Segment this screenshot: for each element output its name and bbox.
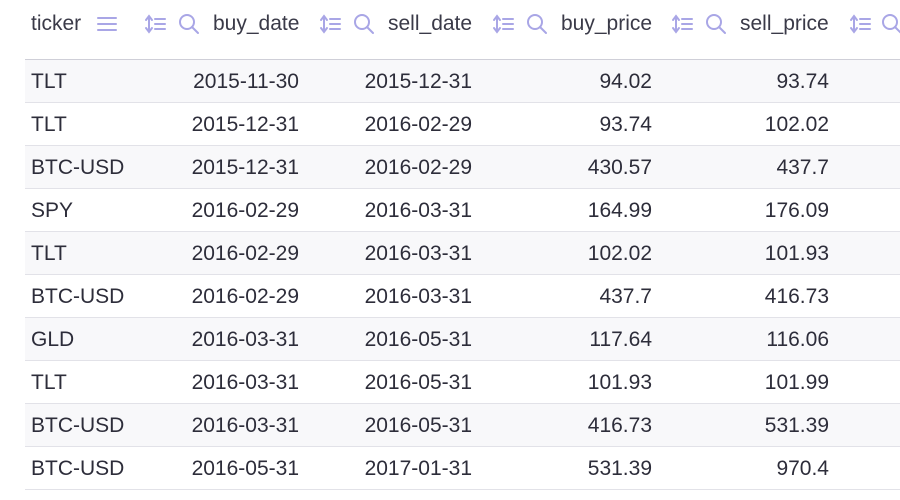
cell-buy-price: 101.93: [587, 371, 652, 394]
grid-body: TLT 2015-11-30 2015-12-31 94.02 93.74 TLT 2015…: [25, 59, 900, 490]
column-header-sell-price[interactable]: sell_price: [740, 0, 829, 48]
cell-sell-date: 2015-12-31: [364, 70, 472, 93]
cell-buy-date: 2016-02-29: [191, 242, 299, 265]
cell-sell-date: 2016-05-31: [364, 414, 472, 437]
cell-sell-price: 93.74: [776, 70, 829, 93]
cell-buy-date: 2015-12-31: [191, 113, 299, 136]
cell-buy-price: 437.7: [599, 285, 652, 308]
search-icon[interactable]: [879, 12, 900, 36]
cell-sell-price: 970.4: [776, 457, 829, 480]
table-row[interactable]: TLT 2015-11-30 2015-12-31 94.02 93.74: [25, 60, 900, 103]
cell-ticker: BTC-USD: [31, 285, 125, 308]
cell-sell-price: 102.02: [764, 113, 829, 136]
cell-sell-price: 116.06: [766, 328, 829, 351]
cell-buy-date: 2016-03-31: [191, 371, 299, 394]
cell-buy-date: 2016-02-29: [191, 199, 299, 222]
cell-sell-date: 2016-03-31: [364, 199, 472, 222]
table-row[interactable]: BTC-USD 2015-12-31 2016-02-29 430.57 437.7: [25, 146, 900, 189]
cell-ticker: TLT: [31, 113, 67, 136]
column-header-label: sell_date: [388, 12, 473, 35]
cell-buy-date: 2016-03-31: [191, 328, 299, 351]
cell-buy-date: 2016-05-31: [191, 457, 299, 480]
cell-ticker: SPY: [31, 199, 74, 222]
cell-buy-date: 2015-12-31: [191, 156, 299, 179]
cell-sell-date: 2016-03-31: [364, 285, 472, 308]
cell-buy-price: 531.39: [587, 457, 652, 480]
column-header-label: sell_price: [740, 12, 829, 35]
cell-sell-date: 2017-01-31: [364, 457, 472, 480]
sort-icon[interactable]: [847, 12, 873, 36]
grid-header: ticker buy_date sell_date: [0, 0, 900, 50]
cell-sell-date: 2016-05-31: [364, 371, 472, 394]
cell-sell-date: 2016-02-29: [364, 156, 472, 179]
search-icon[interactable]: [351, 12, 377, 36]
search-icon[interactable]: [176, 12, 202, 36]
cell-sell-price: 437.7: [776, 156, 829, 179]
cell-buy-price: 416.73: [587, 414, 652, 437]
column-header-sell-date[interactable]: sell_date: [388, 0, 472, 48]
table-row[interactable]: TLT 2016-02-29 2016-03-31 102.02 101.93: [25, 232, 900, 275]
cell-ticker: TLT: [31, 371, 67, 394]
cell-ticker: TLT: [31, 242, 67, 265]
cell-buy-date: 2016-02-29: [191, 285, 299, 308]
column-header-ticker[interactable]: ticker: [31, 0, 81, 48]
cell-ticker: BTC-USD: [31, 414, 125, 437]
cell-buy-date: 2016-03-31: [191, 414, 299, 437]
search-icon[interactable]: [703, 12, 729, 36]
cell-sell-price: 101.99: [764, 371, 829, 394]
cell-buy-price: 94.02: [599, 70, 652, 93]
sort-icon[interactable]: [669, 12, 695, 36]
sort-icon[interactable]: [142, 12, 168, 36]
table-row[interactable]: BTC-USD 2016-02-29 2016-03-31 437.7 416.73: [25, 275, 900, 318]
cell-sell-price: 531.39: [764, 414, 829, 437]
cell-buy-price: 117.64: [589, 328, 652, 351]
column-header-buy-price[interactable]: buy_price: [561, 0, 652, 48]
cell-sell-price: 176.09: [764, 199, 829, 222]
table-row[interactable]: TLT 2015-12-31 2016-02-29 93.74 102.02: [25, 103, 900, 146]
cell-ticker: BTC-USD: [31, 156, 125, 179]
cell-buy-price: 93.74: [599, 113, 652, 136]
table-row[interactable]: BTC-USD 2016-05-31 2017-01-31 531.39 970.4: [25, 447, 900, 490]
sort-icon[interactable]: [317, 12, 343, 36]
cell-buy-price: 430.57: [587, 156, 652, 179]
search-icon[interactable]: [524, 12, 550, 36]
table-row[interactable]: SPY 2016-02-29 2016-03-31 164.99 176.09: [25, 189, 900, 232]
cell-sell-price: 101.93: [764, 242, 829, 265]
cell-ticker: BTC-USD: [31, 457, 125, 480]
column-header-buy-date[interactable]: buy_date: [213, 0, 299, 48]
cell-ticker: GLD: [31, 328, 75, 351]
column-header-label: buy_price: [561, 12, 653, 35]
cell-sell-date: 2016-02-29: [364, 113, 472, 136]
cell-sell-price: 416.73: [764, 285, 829, 308]
menu-icon[interactable]: [94, 12, 120, 36]
cell-buy-price: 102.02: [587, 242, 652, 265]
column-header-label: buy_date: [213, 12, 300, 35]
table-row[interactable]: TLT 2016-03-31 2016-05-31 101.93 101.99: [25, 361, 900, 404]
cell-sell-date: 2016-03-31: [364, 242, 472, 265]
sort-icon[interactable]: [490, 12, 516, 36]
table-row[interactable]: GLD 2016-03-31 2016-05-31 117.64 116.06: [25, 318, 900, 361]
table-row[interactable]: BTC-USD 2016-03-31 2016-05-31 416.73 531.39: [25, 404, 900, 447]
cell-buy-price: 164.99: [587, 199, 652, 222]
cell-ticker: TLT: [31, 70, 67, 93]
column-header-label: ticker: [31, 12, 82, 35]
cell-buy-date: 2015-11-30: [193, 70, 299, 93]
cell-sell-date: 2016-05-31: [364, 328, 472, 351]
